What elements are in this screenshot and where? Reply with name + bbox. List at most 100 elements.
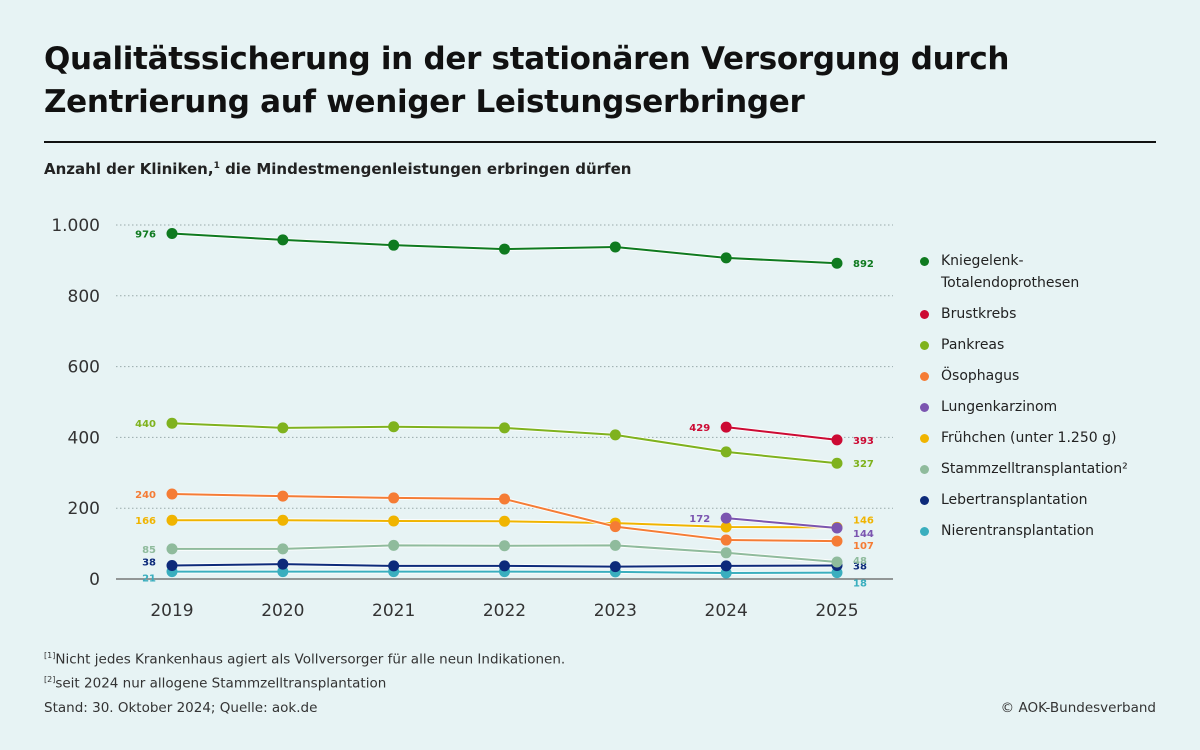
legend-label: Frühchen (unter 1.250 g) bbox=[941, 430, 1117, 446]
series-line bbox=[726, 426, 838, 441]
data-point bbox=[499, 540, 510, 552]
data-point bbox=[831, 522, 843, 534]
data-label-start: 21 bbox=[142, 574, 156, 585]
data-point bbox=[720, 560, 732, 572]
data-point bbox=[720, 512, 732, 524]
legend-item: Ösophagus bbox=[920, 365, 1190, 387]
data-point bbox=[277, 490, 289, 502]
data-label-end: 327 bbox=[853, 459, 874, 470]
source-line: Stand: 30. Oktober 2024; Quelle: aok.de bbox=[44, 700, 318, 716]
data-point bbox=[720, 421, 732, 433]
data-point bbox=[499, 515, 510, 527]
page-title: Qualitätssicherung in der stationären Ve… bbox=[44, 41, 1010, 120]
legend-item: Pankreas bbox=[920, 334, 1190, 356]
data-label-start: 240 bbox=[135, 490, 156, 501]
y-tick-label: 400 bbox=[68, 428, 100, 448]
data-point bbox=[720, 534, 732, 546]
data-point bbox=[388, 492, 400, 504]
data-point bbox=[831, 257, 843, 269]
data-point bbox=[720, 252, 732, 264]
footnote-ref: 1 bbox=[213, 161, 220, 171]
data-point bbox=[831, 457, 843, 469]
series-line bbox=[726, 517, 838, 530]
data-point bbox=[720, 547, 732, 559]
data-point bbox=[166, 543, 178, 555]
data-point bbox=[609, 241, 621, 253]
data-point bbox=[609, 521, 621, 533]
chart-subtitle: Anzahl der Kliniken,1 die Mindestmengenl… bbox=[44, 160, 631, 178]
copyright: © AOK-Bundesverband bbox=[1000, 700, 1156, 716]
legend-item: Brustkrebs bbox=[920, 303, 1190, 325]
legend-dot-icon bbox=[920, 465, 929, 474]
data-label-start: 85 bbox=[142, 545, 156, 556]
data-point bbox=[388, 560, 400, 572]
legend-label: Nierentransplantation bbox=[941, 523, 1095, 539]
data-point bbox=[166, 417, 178, 429]
y-tick-label: 1.000 bbox=[51, 216, 100, 236]
legend-item: Frühchen (unter 1.250 g) bbox=[920, 427, 1190, 449]
data-label-end: 107 bbox=[853, 541, 874, 552]
data-label-end: 48 bbox=[853, 556, 867, 567]
data-label-end: 38 bbox=[853, 562, 867, 573]
y-tick-label: 600 bbox=[68, 358, 100, 378]
data-label-start: 172 bbox=[689, 514, 710, 525]
subtitle-text-rest: die Mindestmengenleistungen erbringen dü… bbox=[219, 160, 632, 178]
data-point bbox=[609, 429, 621, 441]
data-point bbox=[720, 446, 732, 458]
legend-dot-icon bbox=[920, 527, 929, 536]
data-point bbox=[388, 515, 400, 527]
footnote-1: [1]Nicht jedes Krankenhaus agiert als Vo… bbox=[44, 646, 565, 670]
legend-dot-icon bbox=[920, 372, 929, 381]
data-point bbox=[831, 434, 843, 446]
data-point bbox=[166, 488, 178, 500]
legend-label: Brustkrebs bbox=[941, 306, 1017, 322]
legend-item: Lungenkarzinom bbox=[920, 396, 1190, 418]
x-tick-label: 2022 bbox=[483, 601, 526, 621]
subtitle-text: Anzahl der Kliniken, bbox=[44, 160, 214, 178]
x-tick-label: 2019 bbox=[150, 601, 193, 621]
x-tick-label: 2021 bbox=[372, 601, 415, 621]
legend-item: Kniegelenk- Totalendoprothesen bbox=[920, 250, 1190, 294]
data-point bbox=[166, 560, 178, 572]
data-point bbox=[609, 539, 621, 551]
legend-dot-icon bbox=[920, 496, 929, 505]
legend-item: Stammzelltransplantation² bbox=[920, 458, 1190, 480]
legend-label: Ösophagus bbox=[941, 368, 1020, 384]
data-label-end: 144 bbox=[853, 529, 874, 540]
legend-dot-icon bbox=[920, 257, 929, 266]
footnote-2-mark: [2] bbox=[44, 674, 56, 684]
footnotes: [1]Nicht jedes Krankenhaus agiert als Vo… bbox=[44, 646, 565, 693]
y-tick-label: 200 bbox=[68, 499, 100, 519]
data-point bbox=[720, 521, 732, 533]
legend-dot-icon bbox=[920, 434, 929, 443]
legend-dot-icon bbox=[920, 403, 929, 412]
data-label-end: 892 bbox=[853, 259, 874, 270]
data-point bbox=[499, 560, 510, 572]
data-label-start: 440 bbox=[135, 419, 156, 430]
data-point bbox=[499, 422, 510, 434]
data-label-start: 976 bbox=[135, 229, 156, 240]
data-point bbox=[388, 239, 400, 251]
y-tick-label: 0 bbox=[89, 570, 100, 590]
data-label-end: 393 bbox=[853, 436, 874, 447]
legend-dot-icon bbox=[920, 341, 929, 350]
data-point bbox=[166, 227, 178, 239]
footnote-2: [2]seit 2024 nur allogene Stammzelltrans… bbox=[44, 670, 565, 694]
data-point bbox=[277, 558, 289, 570]
data-label-start: 38 bbox=[142, 558, 156, 569]
data-point bbox=[277, 543, 289, 555]
data-point bbox=[388, 421, 400, 433]
legend-label: Kniegelenk- Totalendoprothesen bbox=[941, 253, 1080, 291]
data-label-start: 429 bbox=[689, 423, 710, 434]
data-point bbox=[499, 493, 510, 505]
legend-item: Lebertransplantation bbox=[920, 489, 1190, 511]
footnote-2-text: seit 2024 nur allogene Stammzelltranspla… bbox=[55, 675, 387, 691]
footnote-1-mark: [1] bbox=[44, 651, 56, 660]
legend-label: Lebertransplantation bbox=[941, 492, 1088, 508]
legend-label: Lungenkarzinom bbox=[941, 399, 1058, 415]
footnote-1-text: Nicht jedes Krankenhaus agiert als Vollv… bbox=[55, 651, 566, 668]
title-divider bbox=[44, 141, 1156, 143]
y-tick-label: 800 bbox=[68, 287, 100, 307]
data-label-start: 166 bbox=[135, 516, 156, 527]
x-tick-label: 2023 bbox=[594, 601, 637, 621]
